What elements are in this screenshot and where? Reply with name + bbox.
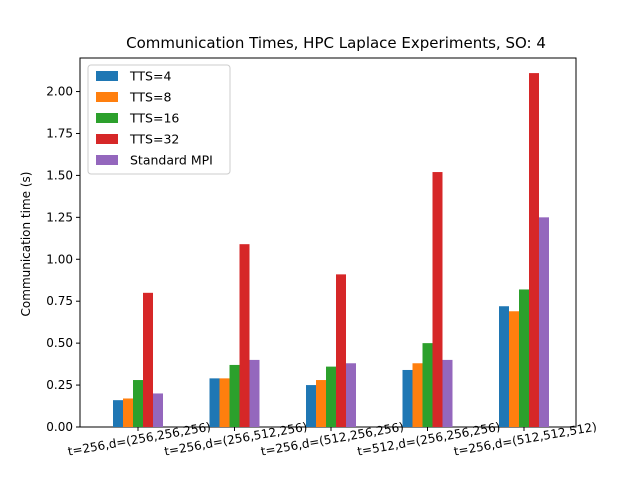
bar: [422, 343, 433, 427]
bar: [123, 398, 133, 427]
bar: [133, 380, 143, 427]
y-tick-label: 1.25: [46, 210, 73, 224]
bar: [143, 292, 153, 427]
y-tick-label: 1.00: [46, 252, 73, 266]
bar: [442, 359, 453, 427]
legend-label: Standard MPI: [130, 153, 213, 168]
chart-title: Communication Times, HPC Laplace Experim…: [126, 34, 546, 52]
bar: [326, 366, 336, 427]
y-tick-label: 0.00: [46, 420, 73, 434]
bar: [412, 363, 423, 427]
bar: [316, 380, 326, 427]
bar: [336, 274, 346, 427]
legend-swatch: [96, 71, 118, 81]
legend-swatch: [96, 113, 118, 123]
y-axis-label: Communication time (s): [19, 172, 33, 317]
legend-label: TTS=16: [129, 111, 179, 126]
bar: [229, 364, 240, 427]
legend-swatch: [96, 155, 118, 165]
bar: [113, 400, 123, 427]
legend: TTS=4 TTS=8 TTS=16 TTS=32 Standard MPI: [87, 64, 231, 175]
bar: [209, 378, 220, 427]
bar: [509, 311, 519, 427]
legend-label: TTS=32: [129, 132, 179, 147]
bar: [219, 378, 230, 427]
legend-swatch: [96, 134, 118, 144]
legend-label: TTS=8: [129, 90, 171, 105]
bar: [239, 244, 250, 427]
bar: [539, 217, 549, 427]
y-tick-label: 0.75: [46, 294, 73, 308]
bar: [346, 363, 356, 427]
y-tick-label: 0.50: [46, 336, 73, 350]
bar: [153, 393, 163, 427]
legend-swatch: [96, 92, 118, 102]
bar: [519, 289, 529, 427]
y-tick-label: 0.25: [46, 378, 73, 392]
bar: [529, 73, 539, 427]
bar: [249, 359, 260, 427]
bar: [432, 172, 443, 427]
y-tick-label: 1.75: [46, 126, 73, 140]
bar: [402, 369, 413, 427]
y-tick-label: 2.00: [46, 85, 73, 99]
y-tick-label: 1.50: [46, 168, 73, 182]
legend-box: [87, 64, 231, 175]
legend-label: TTS=4: [129, 69, 171, 84]
bar: [306, 385, 316, 427]
bar: [499, 306, 509, 427]
